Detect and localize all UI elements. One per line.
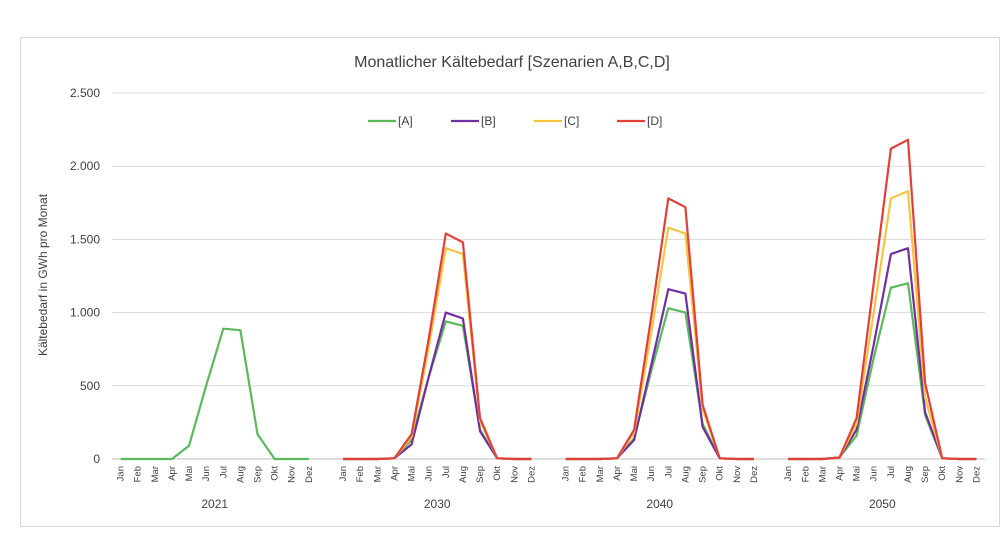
y-tick-label: 1.500 <box>70 232 100 246</box>
x-tick-label: Jan <box>338 466 349 481</box>
x-tick-label: Mai <box>629 466 640 481</box>
x-group-label: 2040 <box>646 497 673 511</box>
x-tick-label: Okt <box>492 466 503 481</box>
x-tick-label: Jun <box>646 466 657 481</box>
legend: [A] [B] [C] [D] <box>368 114 662 128</box>
series-lines <box>120 138 977 461</box>
y-tick-label: 500 <box>80 379 100 393</box>
x-tick-label: Aug <box>903 466 914 483</box>
y-tick-label: 2.000 <box>70 159 100 173</box>
x-tick-label: Dez <box>971 466 982 483</box>
x-tick-label: Apr <box>389 466 400 481</box>
x-tick-label: Jun <box>424 466 435 481</box>
x-tick-label: Okt <box>937 466 948 481</box>
x-tick-label: Jun <box>869 466 880 481</box>
x-tick-label: Mai <box>407 466 418 481</box>
x-tick-label: Jul <box>886 466 897 478</box>
x-tick-label: Nov <box>732 466 743 483</box>
x-tick-label: Apr <box>835 466 846 481</box>
y-axis-ticks: 0 500 1.000 1.500 2.000 2.500 <box>70 86 100 466</box>
x-tick-label: Mai <box>852 466 863 481</box>
series-line <box>788 247 977 461</box>
x-group-label: 2050 <box>869 497 896 511</box>
y-tick-label: 1.000 <box>70 306 100 320</box>
chart-title: Monatlicher Kältebedarf [Szenarien A,B,C… <box>354 54 670 71</box>
x-tick-label: Jul <box>441 466 452 478</box>
gridlines <box>112 92 985 460</box>
x-tick-label: Apr <box>612 466 623 481</box>
x-tick-label: Jan <box>561 466 572 481</box>
x-tick-label: Nov <box>509 466 520 483</box>
x-tick-label: Jul <box>663 466 674 478</box>
x-group-label: 2021 <box>201 497 228 511</box>
y-tick-label: 0 <box>93 452 100 466</box>
x-tick-label: Aug <box>680 466 691 483</box>
x-tick-label: Mar <box>372 466 383 482</box>
x-tick-label: Dez <box>304 466 315 483</box>
y-tick-label: 2.500 <box>70 86 100 100</box>
x-tick-label: Sep <box>920 466 931 483</box>
x-tick-label: Feb <box>133 466 144 482</box>
x-tick-label: Okt <box>270 466 281 481</box>
series-line <box>120 327 309 461</box>
x-tick-label: Okt <box>715 466 726 481</box>
x-tick-label: Nov <box>954 466 965 483</box>
x-tick-label: Mai <box>184 466 195 481</box>
series-line <box>788 282 977 461</box>
legend-label: [A] <box>398 114 413 128</box>
legend-label: [D] <box>647 114 662 128</box>
x-tick-label: Nov <box>287 466 298 483</box>
x-tick-label: Jul <box>218 466 229 478</box>
x-tick-label: Feb <box>800 466 811 482</box>
x-tick-label: Aug <box>458 466 469 483</box>
x-tick-label: Feb <box>355 466 366 482</box>
x-tick-label: Jan <box>783 466 794 481</box>
x-tick-label: Jun <box>201 466 212 481</box>
x-tick-label: Sep <box>253 466 264 483</box>
x-tick-label: Mar <box>595 466 606 482</box>
y-axis-label: Kältebedarf in GWh pro Monat <box>36 193 50 356</box>
series-line <box>788 138 977 461</box>
x-tick-label: Feb <box>578 466 589 482</box>
x-tick-label: Aug <box>235 466 246 483</box>
series-line <box>565 197 754 461</box>
series-line <box>343 232 532 461</box>
chart-frame <box>20 37 1000 527</box>
x-tick-label: Mar <box>817 466 828 482</box>
x-axis: Jan Feb Mar Apr Mai Jun Jul Aug Sep Okt Nov Dez 2021… <box>116 466 983 511</box>
x-tick-label: Dez <box>526 466 537 483</box>
x-tick-label: Jan <box>116 466 127 481</box>
x-tick-label: Sep <box>475 466 486 483</box>
x-tick-label: Mar <box>150 466 161 482</box>
legend-label: [C] <box>564 114 579 128</box>
series-line <box>565 288 754 461</box>
x-tick-label: Apr <box>167 466 178 481</box>
x-tick-label: Sep <box>698 466 709 483</box>
x-group-label: 2030 <box>424 497 451 511</box>
legend-label: [B] <box>481 114 496 128</box>
x-tick-label: Dez <box>749 466 760 483</box>
